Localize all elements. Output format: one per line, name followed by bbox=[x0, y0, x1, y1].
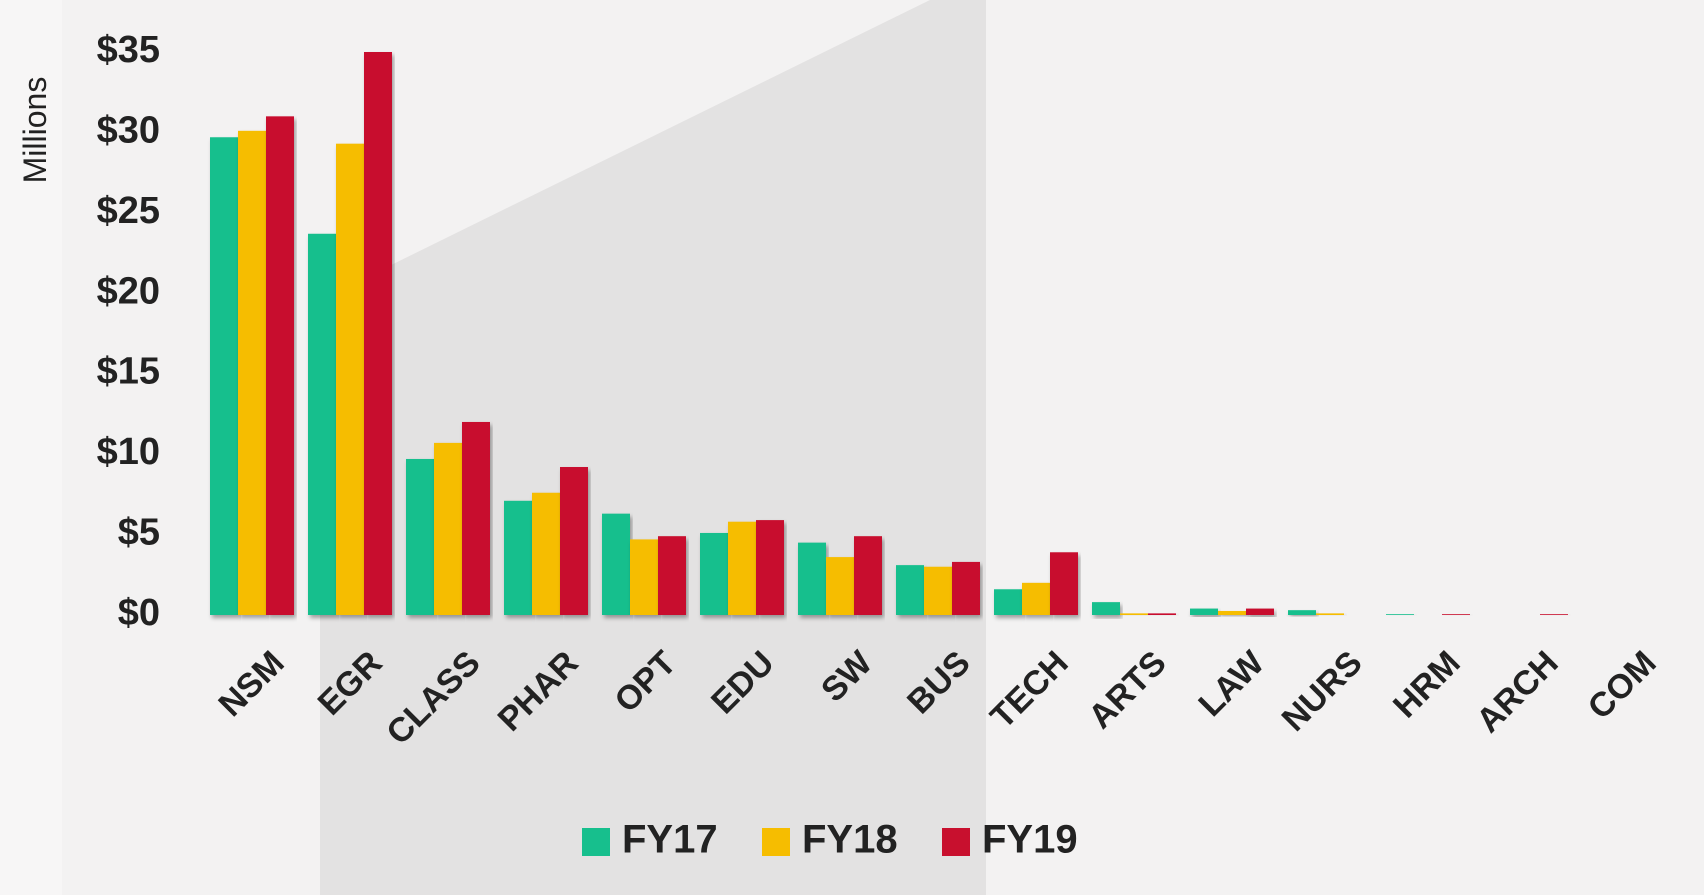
legend-label: FY19 bbox=[982, 818, 1078, 862]
bar bbox=[1540, 614, 1568, 615]
bar bbox=[1386, 614, 1414, 615]
legend-swatch bbox=[762, 828, 790, 856]
bar bbox=[1092, 602, 1120, 615]
bar bbox=[994, 589, 1022, 615]
bar bbox=[630, 539, 658, 615]
bar bbox=[1218, 610, 1246, 615]
bar bbox=[434, 442, 462, 615]
bar bbox=[728, 521, 756, 615]
bar bbox=[532, 492, 560, 615]
bar bbox=[896, 565, 924, 615]
bar bbox=[462, 421, 490, 615]
decor bbox=[320, 0, 986, 895]
bar bbox=[308, 233, 336, 616]
bar bbox=[1148, 613, 1176, 615]
bar bbox=[560, 467, 588, 615]
bar bbox=[798, 542, 826, 615]
legend-label: FY17 bbox=[622, 818, 718, 862]
y-tick-label: $15 bbox=[97, 351, 160, 393]
bar bbox=[952, 561, 980, 615]
y-tick-label: $5 bbox=[118, 512, 160, 554]
bar bbox=[602, 513, 630, 615]
bar bbox=[364, 52, 392, 615]
bar bbox=[336, 143, 364, 615]
legend-swatch bbox=[942, 828, 970, 856]
bar bbox=[1022, 582, 1050, 615]
bar bbox=[1120, 613, 1148, 615]
bar bbox=[1050, 552, 1078, 615]
y-axis-label: Millions bbox=[17, 77, 53, 184]
bar bbox=[1246, 608, 1274, 615]
bar bbox=[238, 130, 266, 615]
bar bbox=[854, 536, 882, 615]
y-tick-label: $25 bbox=[97, 190, 160, 232]
bar bbox=[1316, 613, 1344, 615]
y-tick-label: $10 bbox=[97, 431, 160, 473]
y-tick-label: $0 bbox=[118, 592, 160, 634]
y-tick-label: $30 bbox=[97, 109, 160, 151]
bar bbox=[210, 137, 238, 616]
y-tick-label: $20 bbox=[97, 270, 160, 312]
bar bbox=[266, 116, 294, 615]
bar bbox=[756, 520, 784, 615]
bar bbox=[504, 500, 532, 615]
bar bbox=[700, 532, 728, 615]
legend-label: FY18 bbox=[802, 818, 898, 862]
legend-swatch bbox=[582, 828, 610, 856]
decor bbox=[0, 0, 62, 895]
bar bbox=[658, 536, 686, 615]
y-tick-label: $35 bbox=[97, 29, 160, 71]
bar bbox=[1288, 610, 1316, 615]
bar bbox=[1442, 614, 1470, 615]
bar bbox=[924, 566, 952, 615]
bar bbox=[1190, 608, 1218, 615]
bar bbox=[826, 557, 854, 615]
bar bbox=[406, 458, 434, 615]
